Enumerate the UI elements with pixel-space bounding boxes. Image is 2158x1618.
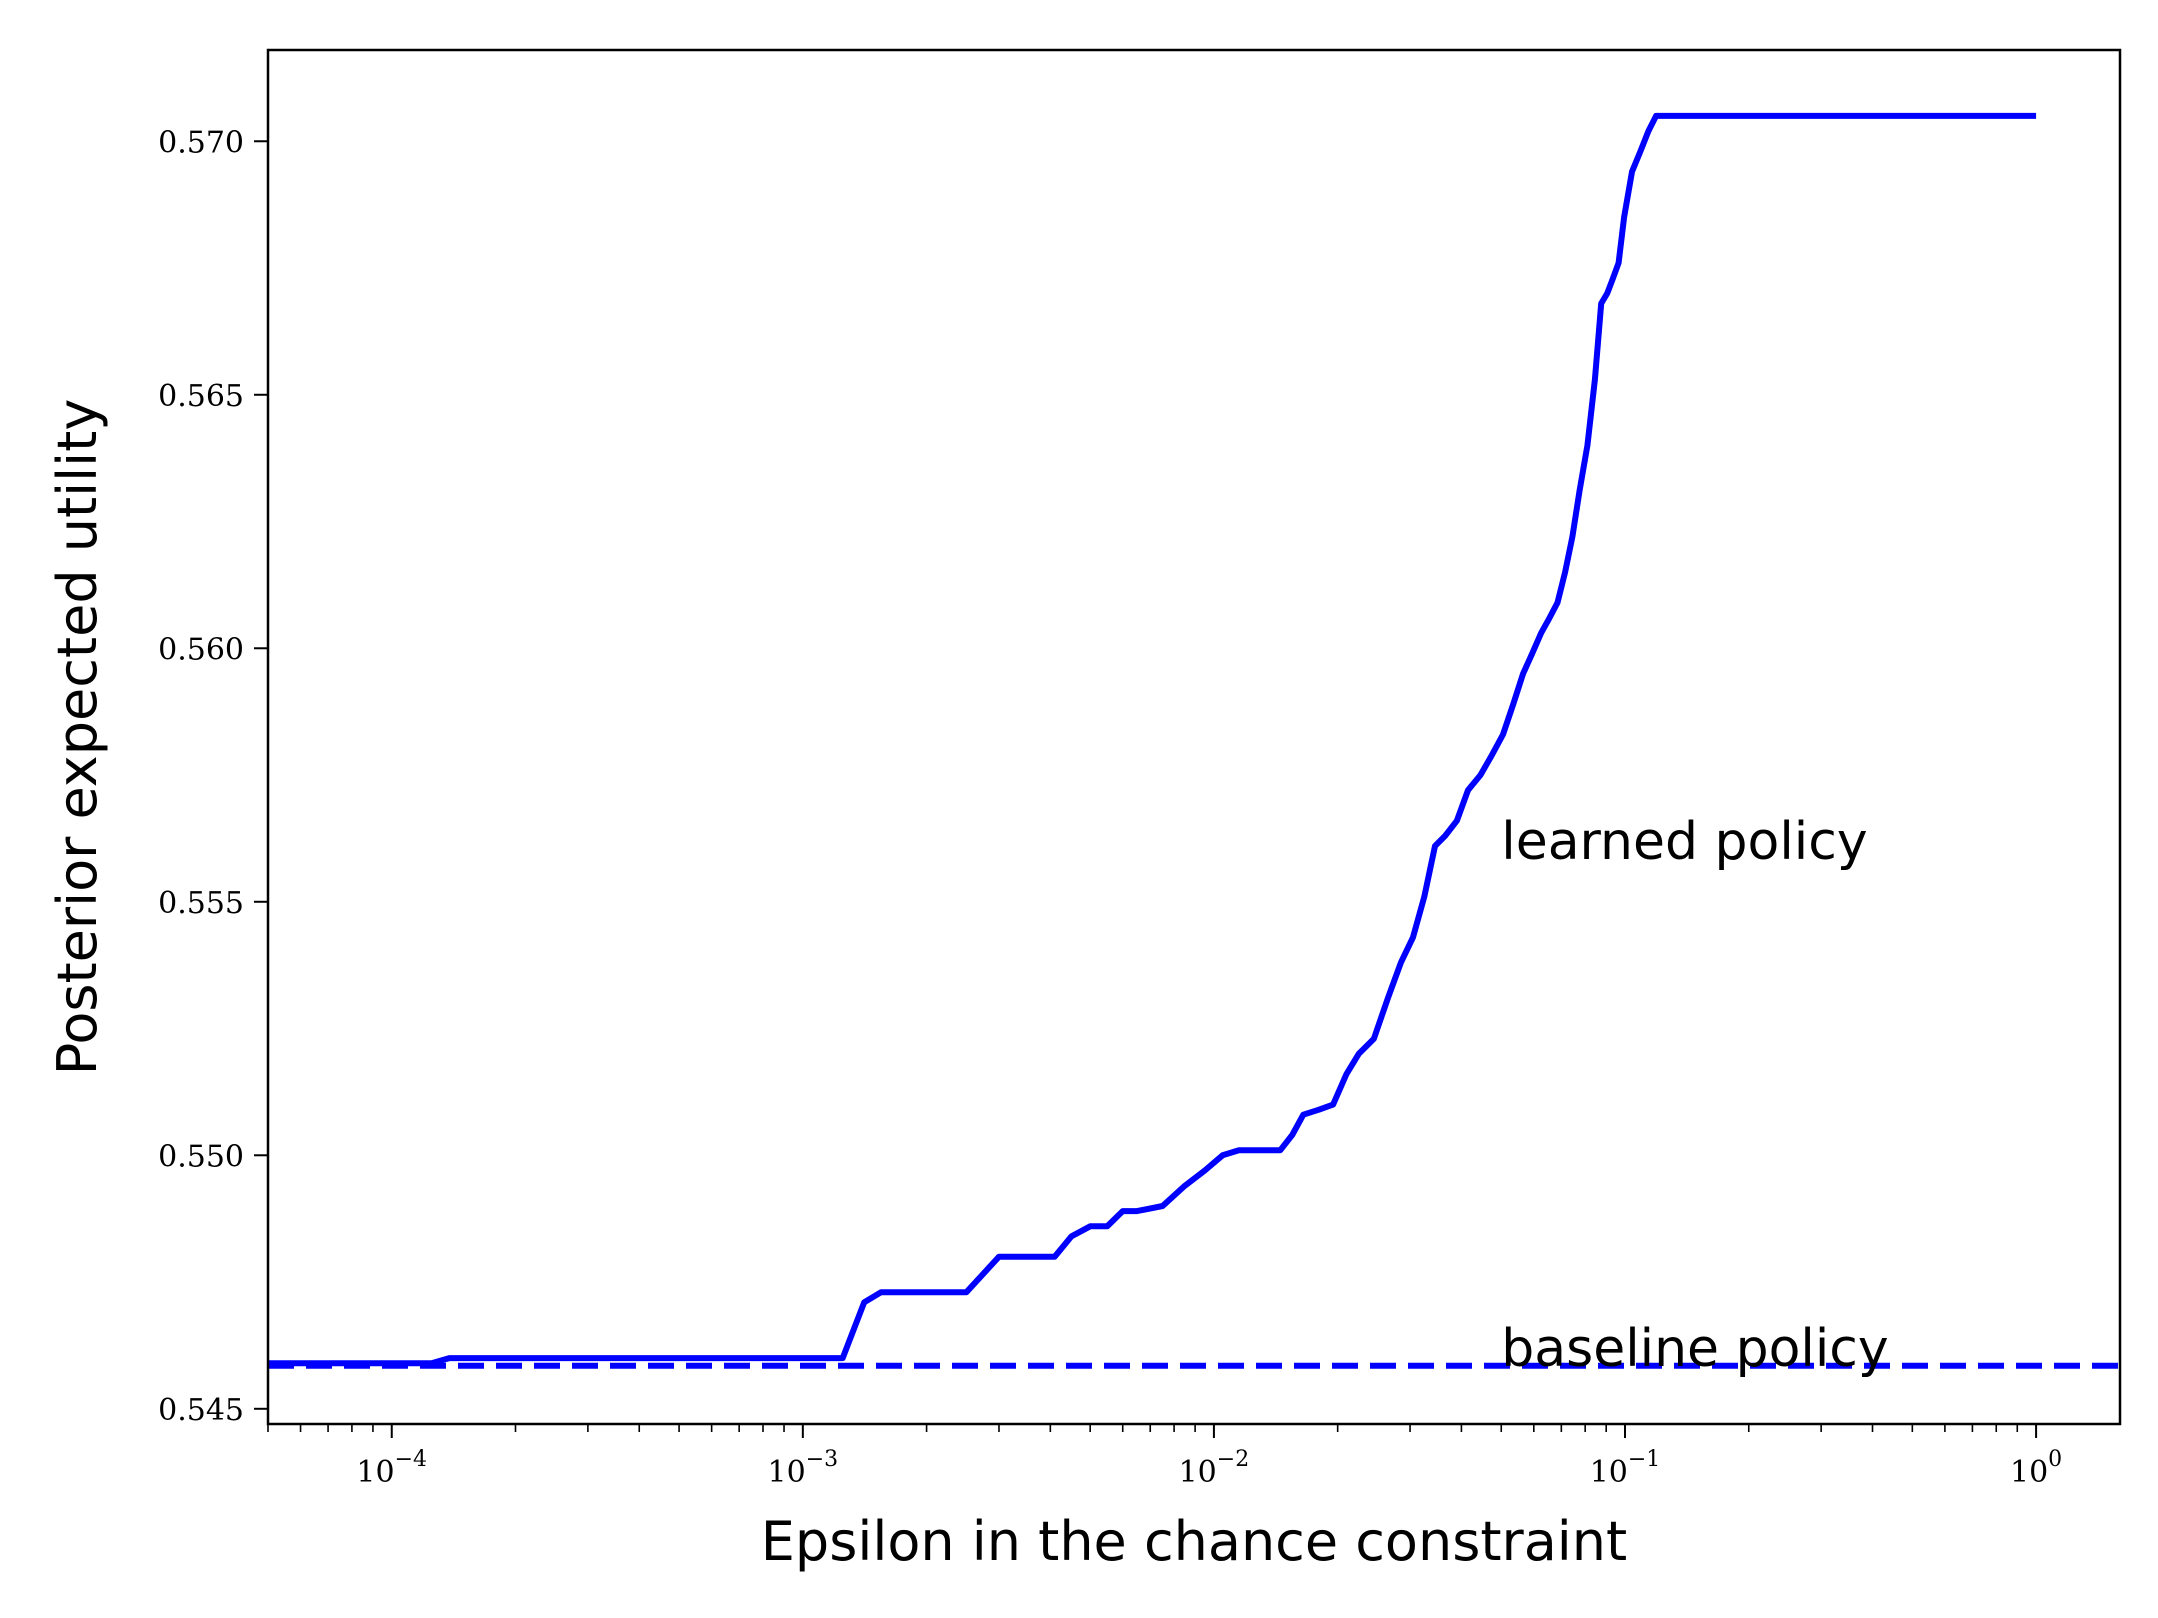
x-tick-base: 10 xyxy=(1590,1455,1628,1490)
x-tick-label: 10−2 xyxy=(1179,1447,1250,1490)
y-tick-label: 0.555 xyxy=(158,886,244,921)
annotation-learned-policy: learned policy xyxy=(1501,812,1867,872)
x-axis-ticks: 10−4 10−3 10−2 10−1 100 xyxy=(356,1424,2062,1490)
y-tick-label: 0.545 xyxy=(158,1393,244,1428)
x-tick-base: 10 xyxy=(768,1455,806,1490)
y-tick-label: 0.550 xyxy=(158,1139,244,1174)
x-tick-label: 10−1 xyxy=(1590,1447,1661,1490)
plot-frame xyxy=(266,48,2122,1426)
y-tick-label: 0.560 xyxy=(158,632,244,667)
x-tick-exponent: −1 xyxy=(1628,1447,1660,1472)
y-axis-ticks: 0.545 0.550 0.555 0.560 0.565 0.570 xyxy=(158,125,268,1428)
series-learned-line xyxy=(268,112,2037,1367)
x-tick-base: 10 xyxy=(2010,1455,2048,1490)
annotation-layer: learned policy baseline policy xyxy=(1501,812,1888,1379)
x-minor-ticks xyxy=(267,1424,2019,1432)
x-tick-label: 10−4 xyxy=(356,1447,427,1490)
x-tick-label: 10−3 xyxy=(768,1447,839,1490)
x-tick-exponent: −2 xyxy=(1217,1447,1249,1472)
x-tick-base: 10 xyxy=(356,1455,394,1490)
series-layer xyxy=(268,112,2120,1369)
x-tick-exponent: 0 xyxy=(2048,1447,2062,1472)
x-tick-label: 100 xyxy=(2010,1447,2062,1490)
x-tick-exponent: −3 xyxy=(806,1447,838,1472)
x-tick-exponent: −4 xyxy=(395,1447,427,1472)
y-tick-label: 0.570 xyxy=(158,125,244,160)
x-axis-title: Epsilon in the chance constraint xyxy=(761,1510,1627,1573)
y-tick-label: 0.565 xyxy=(158,379,244,414)
x-tick-base: 10 xyxy=(1179,1455,1217,1490)
y-axis-title: Posterior expected utility xyxy=(46,399,109,1076)
annotation-baseline-policy: baseline policy xyxy=(1501,1319,1888,1379)
